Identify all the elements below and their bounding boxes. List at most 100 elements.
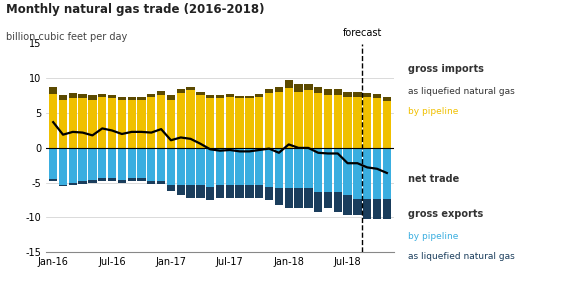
Bar	[118, 180, 126, 183]
Bar	[226, 185, 234, 198]
Bar	[265, 93, 273, 148]
Bar	[49, 94, 57, 148]
Bar	[373, 148, 381, 199]
Text: Monthly natural gas trade (2016-2018): Monthly natural gas trade (2016-2018)	[6, 3, 264, 16]
Bar	[98, 97, 107, 148]
Bar	[88, 148, 97, 180]
Bar	[59, 185, 67, 186]
Bar	[147, 148, 156, 181]
Bar	[157, 91, 166, 95]
Bar	[196, 92, 204, 95]
Bar	[98, 94, 107, 97]
Bar	[284, 80, 293, 88]
Bar	[216, 95, 224, 99]
Bar	[127, 97, 136, 100]
Bar	[255, 185, 263, 198]
Bar	[226, 97, 234, 148]
Bar	[186, 87, 195, 90]
Bar	[59, 100, 67, 148]
Bar	[108, 148, 116, 178]
Bar	[216, 148, 224, 185]
Bar	[334, 89, 342, 95]
Bar	[314, 87, 323, 93]
Bar	[137, 148, 146, 178]
Bar	[304, 188, 313, 209]
Bar	[265, 89, 273, 93]
Text: by pipeline: by pipeline	[408, 232, 459, 241]
Bar	[294, 92, 303, 148]
Bar	[147, 94, 156, 97]
Bar	[206, 95, 214, 99]
Bar	[304, 148, 313, 188]
Bar	[255, 148, 263, 185]
Bar	[245, 148, 254, 185]
Bar	[196, 148, 204, 185]
Bar	[118, 97, 126, 100]
Bar	[206, 187, 214, 200]
Bar	[177, 89, 185, 93]
Bar	[108, 95, 116, 98]
Bar	[284, 148, 293, 188]
Text: gross exports: gross exports	[408, 209, 483, 219]
Bar	[274, 92, 283, 148]
Text: forecast: forecast	[343, 28, 382, 38]
Bar	[216, 99, 224, 148]
Bar	[206, 148, 214, 187]
Bar	[118, 100, 126, 148]
Bar	[274, 87, 283, 92]
Bar	[167, 100, 175, 148]
Bar	[157, 148, 166, 181]
Text: billion cubic feet per day: billion cubic feet per day	[6, 32, 127, 42]
Bar	[353, 97, 361, 148]
Bar	[373, 94, 381, 99]
Bar	[196, 95, 204, 148]
Bar	[353, 199, 361, 215]
Bar	[206, 99, 214, 148]
Bar	[363, 93, 371, 97]
Bar	[157, 95, 166, 148]
Bar	[79, 94, 87, 99]
Bar	[284, 188, 293, 209]
Bar	[69, 98, 77, 148]
Bar	[373, 199, 381, 219]
Bar	[363, 97, 371, 148]
Bar	[88, 95, 97, 100]
Bar	[79, 99, 87, 148]
Bar	[343, 92, 352, 97]
Bar	[383, 199, 391, 219]
Bar	[245, 99, 254, 148]
Bar	[314, 192, 323, 212]
Bar	[274, 188, 283, 205]
Bar	[343, 97, 352, 148]
Bar	[343, 195, 352, 215]
Bar	[98, 178, 107, 181]
Bar	[324, 192, 332, 209]
Bar	[177, 185, 185, 195]
Bar	[236, 96, 244, 99]
Bar	[236, 148, 244, 185]
Bar	[137, 97, 146, 100]
Bar	[127, 148, 136, 178]
Bar	[324, 89, 332, 95]
Bar	[137, 178, 146, 181]
Bar	[79, 148, 87, 181]
Bar	[108, 98, 116, 148]
Bar	[177, 93, 185, 148]
Bar	[363, 148, 371, 199]
Text: by pipeline: by pipeline	[408, 107, 459, 116]
Bar	[265, 187, 273, 200]
Bar	[255, 97, 263, 148]
Bar	[88, 100, 97, 148]
Bar	[59, 95, 67, 100]
Bar	[294, 84, 303, 92]
Bar	[177, 148, 185, 185]
Bar	[79, 181, 87, 184]
Bar	[255, 94, 263, 97]
Bar	[88, 180, 97, 183]
Bar	[69, 148, 77, 183]
Bar	[353, 148, 361, 199]
Bar	[167, 148, 175, 185]
Text: gross imports: gross imports	[408, 64, 484, 74]
Text: as liquefied natural gas: as liquefied natural gas	[408, 252, 515, 261]
Bar	[216, 185, 224, 198]
